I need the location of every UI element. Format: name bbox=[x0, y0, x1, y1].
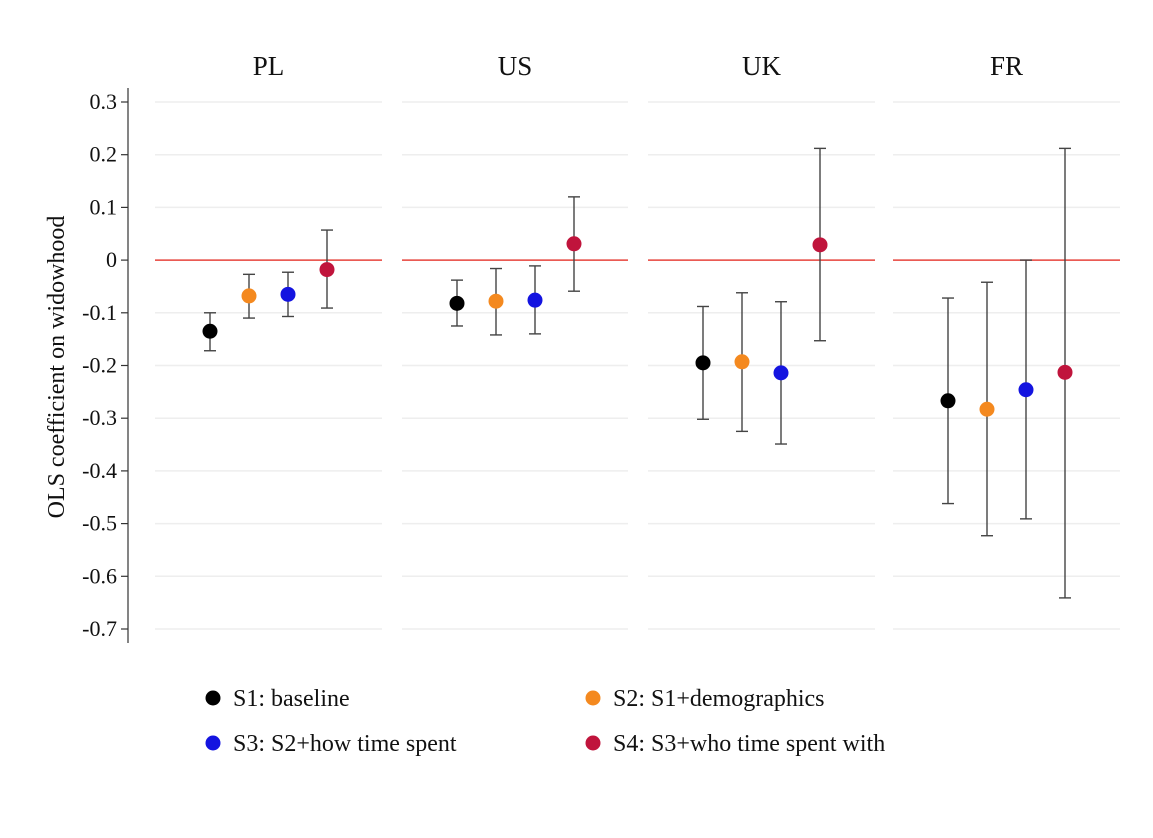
legend-item-s4: S4: S3+who time spent with bbox=[585, 731, 885, 757]
point-s1-fr bbox=[940, 393, 956, 409]
point-s1-pl bbox=[202, 323, 218, 339]
error-bars bbox=[204, 147, 1071, 599]
point-s4-uk bbox=[812, 237, 828, 253]
legend-label: S2: S1+demographics bbox=[613, 686, 825, 712]
y-tick-label: -0.5 bbox=[82, 511, 117, 536]
point-s1-us bbox=[449, 295, 465, 311]
legend-item-s1: S1: baseline bbox=[205, 686, 350, 712]
y-tick-label: 0 bbox=[106, 247, 117, 272]
point-s4-fr bbox=[1057, 364, 1073, 380]
y-tick-label: -0.6 bbox=[82, 563, 117, 588]
panel-title-fr: FR bbox=[990, 51, 1023, 81]
y-tick-label: -0.3 bbox=[82, 405, 117, 430]
point-s3-fr bbox=[1018, 382, 1034, 398]
legend-marker bbox=[205, 690, 221, 706]
legend-marker bbox=[585, 735, 601, 751]
y-tick-label: -0.4 bbox=[82, 458, 117, 483]
point-s1-uk bbox=[695, 355, 711, 371]
y-tick-label: -0.1 bbox=[82, 300, 117, 325]
point-s3-pl bbox=[280, 286, 296, 302]
data-points bbox=[202, 236, 1073, 417]
panel-title-pl: PL bbox=[253, 51, 285, 81]
point-s3-us bbox=[527, 292, 543, 308]
legend-label: S3: S2+how time spent bbox=[233, 731, 457, 757]
legend-marker bbox=[585, 690, 601, 706]
y-tick-label: -0.7 bbox=[82, 616, 117, 641]
point-s2-us bbox=[488, 293, 504, 309]
y-tick-label: 0.2 bbox=[90, 142, 118, 167]
legend-item-s3: S3: S2+how time spent bbox=[205, 731, 457, 757]
grid-lines bbox=[155, 101, 1120, 630]
panel-title-us: US bbox=[498, 51, 533, 81]
point-s4-pl bbox=[319, 262, 335, 278]
point-s2-pl bbox=[241, 288, 257, 304]
y-tick-label: -0.2 bbox=[82, 353, 117, 378]
y-axis: 0.3 0.2 0.1 0 -0.1 -0.2 -0.3 -0.4 -0.5 -0.6 -0.7 bbox=[82, 88, 129, 643]
point-s4-us bbox=[566, 236, 582, 252]
y-tick-label: 0.3 bbox=[90, 89, 118, 114]
panel-title-uk: UK bbox=[742, 51, 781, 81]
y-axis-label: OLS coefficient on widowhood bbox=[44, 216, 70, 519]
y-tick-label: 0.1 bbox=[90, 194, 118, 219]
legend-item-s2: S2: S1+demographics bbox=[585, 686, 825, 712]
legend-label: S4: S3+who time spent with bbox=[613, 731, 885, 757]
legend-marker bbox=[205, 735, 221, 751]
legend-label: S1: baseline bbox=[233, 686, 350, 712]
point-s3-uk bbox=[773, 365, 789, 381]
legend: S1: baseline S2: S1+demographics S3: S2+ho… bbox=[205, 686, 885, 757]
panel-titles: PL US UK FR bbox=[253, 51, 1023, 81]
point-s2-fr bbox=[979, 401, 995, 417]
point-s2-uk bbox=[734, 354, 750, 370]
